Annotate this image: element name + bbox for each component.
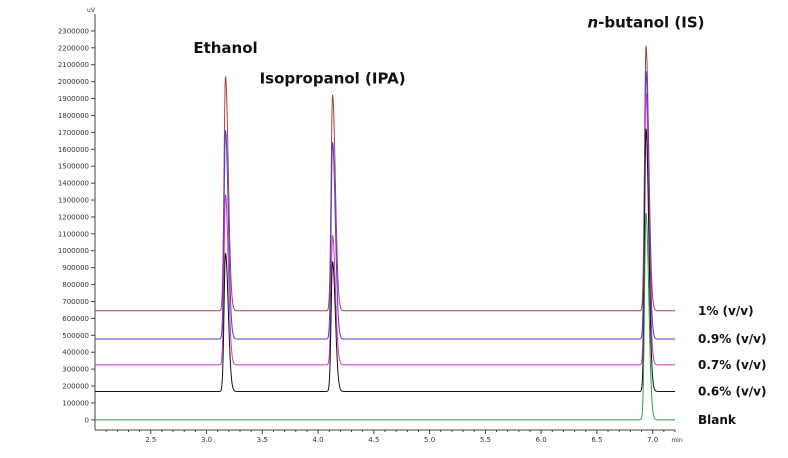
y-tick-label: 1200000 — [58, 213, 89, 221]
chromatogram-traces — [94, 45, 676, 421]
peak-annotation-part: -butanol (IS) — [598, 14, 704, 32]
y-tick-label: 600000 — [62, 315, 89, 323]
y-tick-label: 1900000 — [58, 95, 89, 103]
y-tick-label: 100000 — [62, 399, 89, 407]
x-tick-label: 5.5 — [480, 436, 491, 444]
x-tick-label: 5.0 — [424, 436, 435, 444]
trace-label: 0.6% (v/v) — [698, 384, 766, 398]
peak-annotation: Ethanol — [193, 39, 257, 57]
x-tick-label: 4.0 — [313, 436, 324, 444]
x-tick-label: 3.0 — [201, 436, 212, 444]
trace-label: 0.7% (v/v) — [698, 358, 766, 372]
x-tick-label: 3.5 — [257, 436, 268, 444]
peak-annotation: n-butanol (IS) — [587, 14, 704, 32]
y-tick-label: 2300000 — [58, 27, 89, 35]
y-unit-label: uV — [87, 7, 96, 14]
peak-annotation-part: Isopropanol (IPA) — [260, 69, 406, 87]
y-tick-label: 1800000 — [58, 112, 89, 120]
trace-label: 0.9% (v/v) — [698, 332, 766, 346]
y-tick-label: 2100000 — [58, 61, 89, 69]
peak-annotation-part: n — [587, 14, 598, 32]
x-tick-label: 2.5 — [145, 436, 156, 444]
axes: 0 100000 200000 300000 400000 500000 600000 700… — [58, 7, 683, 444]
x-tick-label: 6.0 — [536, 436, 547, 444]
trace-line — [94, 128, 676, 392]
y-tick-label: 200000 — [62, 383, 89, 391]
y-tick-label: 1700000 — [58, 129, 89, 137]
y-tick-label: 2200000 — [58, 44, 89, 52]
x-unit-label: min — [671, 437, 683, 444]
x-tick-label: 6.5 — [591, 436, 602, 444]
trace-line — [94, 71, 676, 340]
y-tick-label: 1500000 — [58, 163, 89, 171]
y-tick-label: 400000 — [62, 349, 89, 357]
peak-annotation: Isopropanol (IPA) — [260, 69, 406, 87]
x-tick-label: 4.5 — [368, 436, 379, 444]
x-tick-label: 7.0 — [647, 436, 658, 444]
y-tick-label: 800000 — [62, 281, 89, 289]
y-tick-label: 1100000 — [58, 230, 89, 238]
y-tick-label: 1000000 — [58, 247, 89, 255]
y-tick-label: 300000 — [62, 366, 89, 374]
y-tick-label: 1300000 — [58, 197, 89, 205]
trace-line — [94, 213, 676, 421]
y-tick-label: 500000 — [62, 332, 89, 340]
peak-annotation-part: Ethanol — [193, 39, 257, 57]
y-tick-label: 900000 — [62, 264, 89, 272]
y-tick-label: 1600000 — [58, 146, 89, 154]
trace-labels: 1% (v/v) 0.9% (v/v) 0.7% (v/v) 0.6% (v/v) Bl… — [698, 304, 766, 427]
y-tick-label: 1400000 — [58, 180, 89, 188]
trace-line — [94, 92, 676, 366]
y-tick-label: 700000 — [62, 298, 89, 306]
y-tick-label: 0 — [85, 416, 89, 424]
trace-line — [94, 45, 676, 312]
trace-label: 1% (v/v) — [698, 304, 754, 318]
y-tick-label: 2000000 — [58, 78, 89, 86]
trace-label: Blank — [698, 413, 737, 427]
